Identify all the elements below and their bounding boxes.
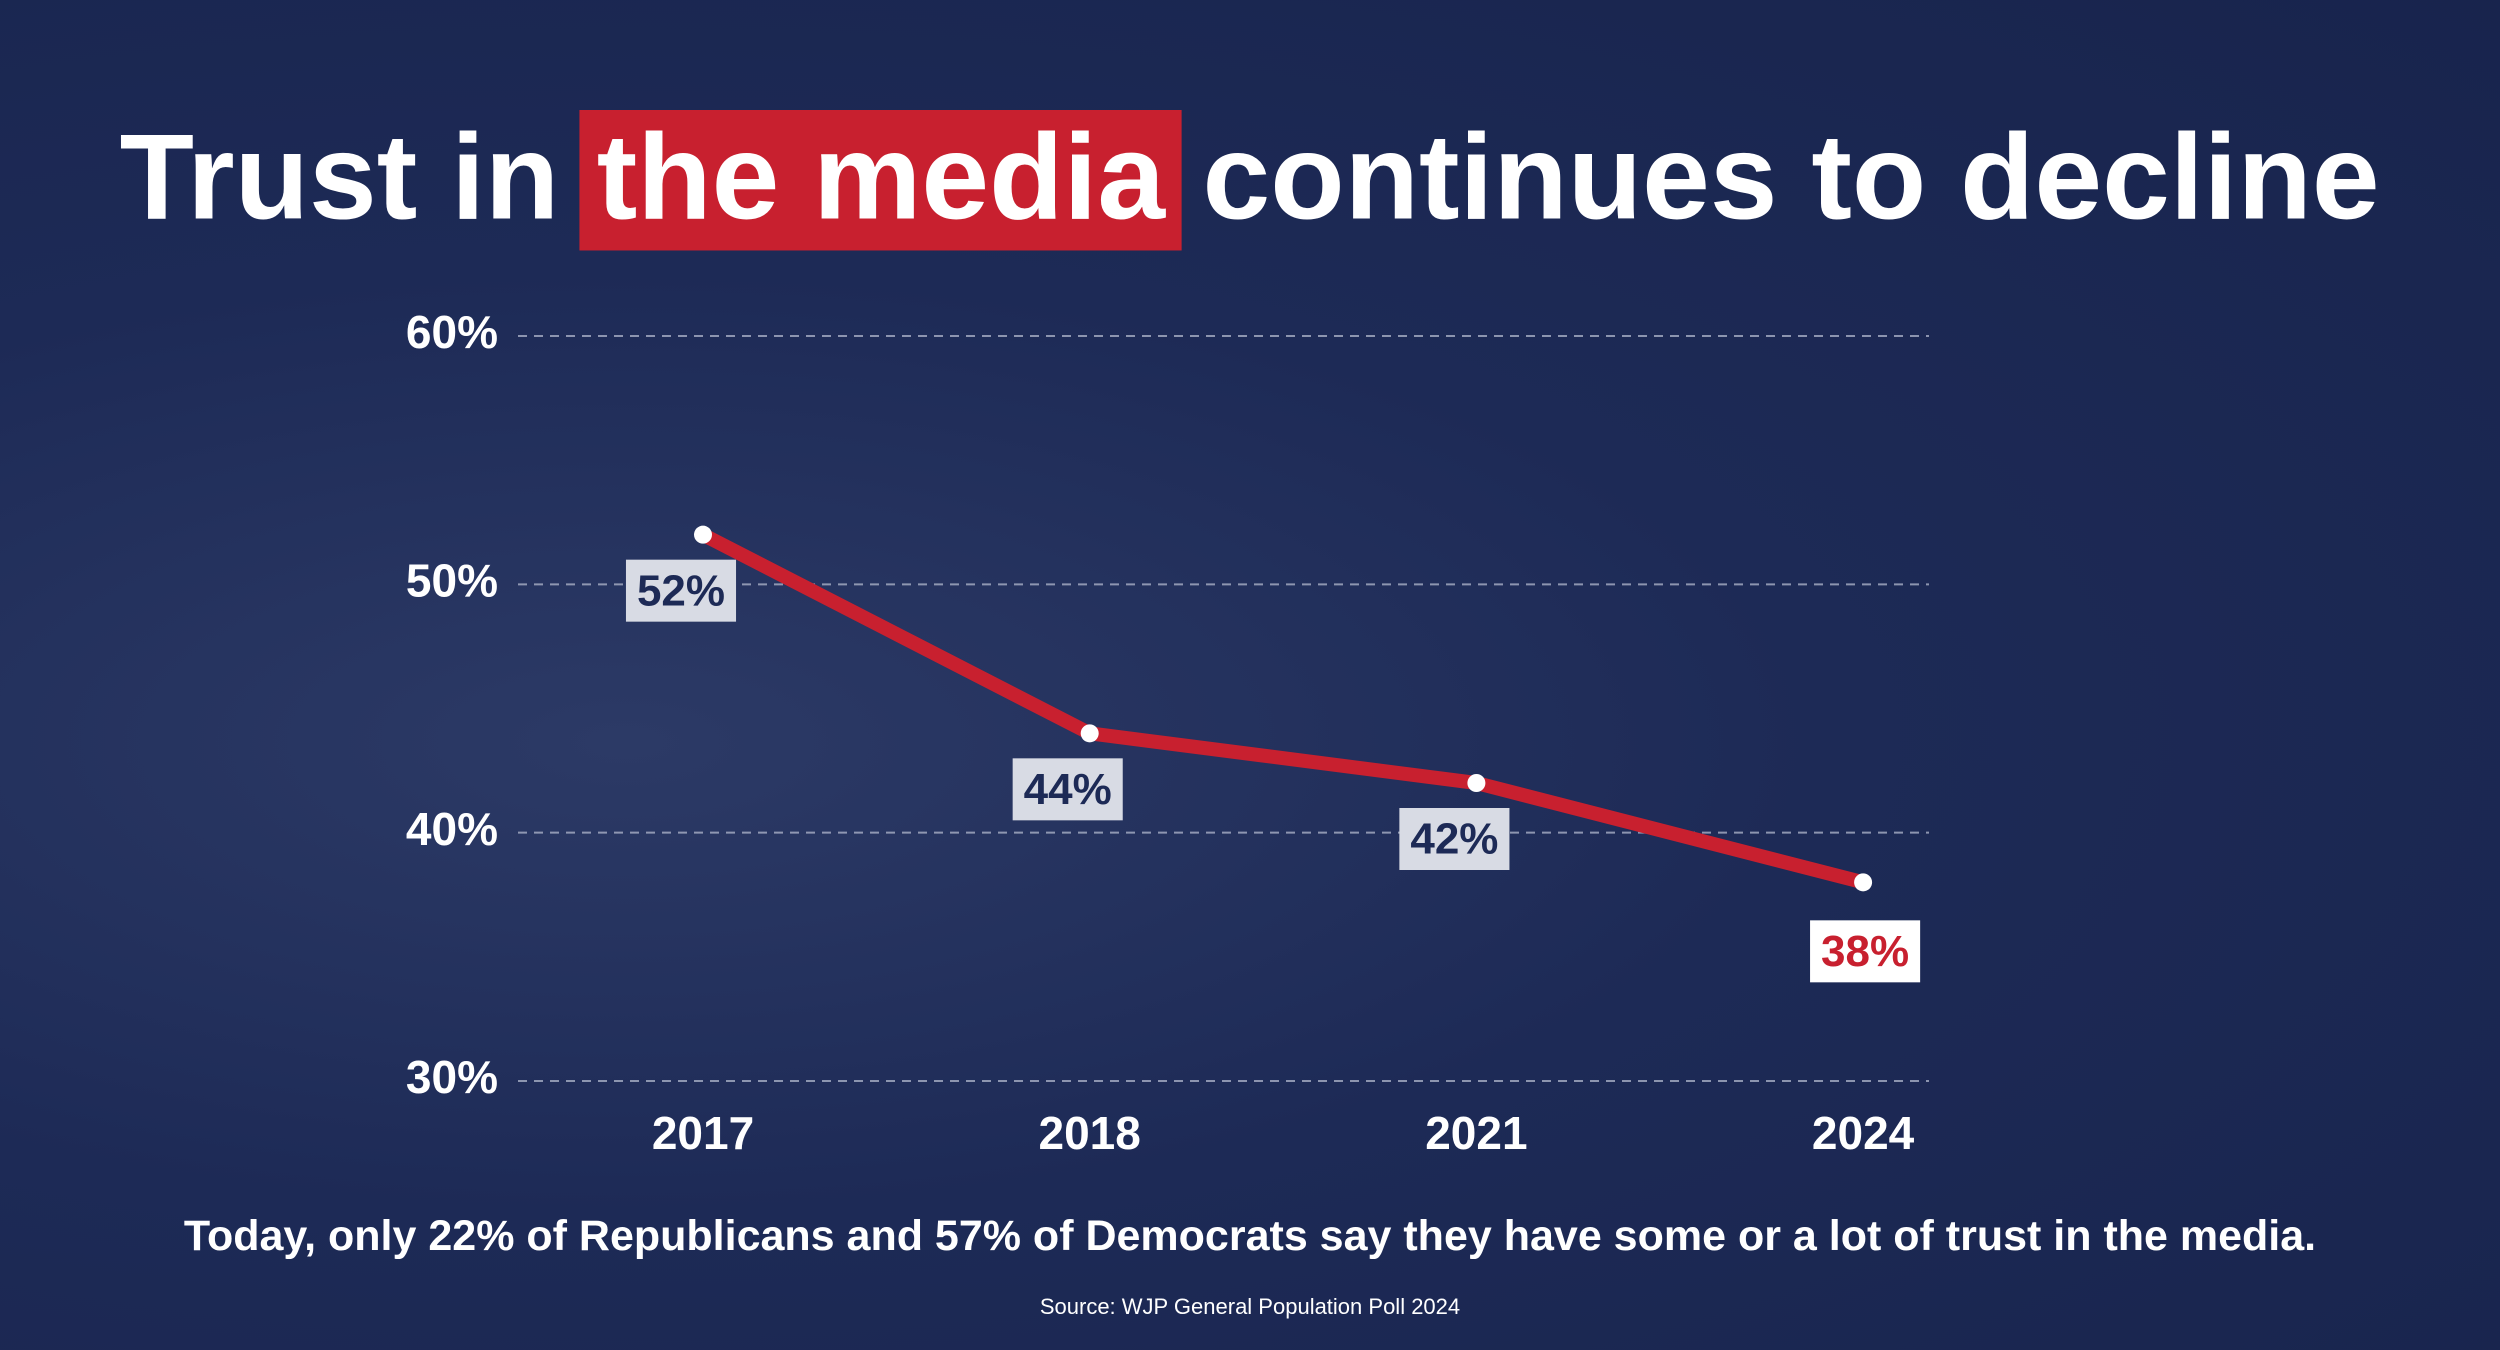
source: Source: WJP General Population Poll 2024 (1039, 1294, 1461, 1319)
value-label: 42% (1399, 808, 1510, 870)
value-label-box (1399, 808, 1510, 870)
y-tick-label: 50% (406, 554, 498, 606)
value-label-text: 42% (1410, 815, 1498, 864)
value-label: 52% (625, 559, 737, 622)
value-label-text: 38% (1821, 927, 1909, 976)
y-tick-label: 30% (406, 1051, 498, 1103)
y-tick-label: 40% (406, 803, 498, 855)
x-tick-label: 2018 (1039, 1107, 1141, 1159)
value-label: 44% (1012, 758, 1123, 821)
title-part: continues to decline (1202, 108, 2380, 245)
value-label-box (1012, 758, 1123, 821)
value-label-text: 52% (637, 566, 725, 615)
x-tick-label: 2021 (1425, 1107, 1527, 1159)
point (1467, 774, 1486, 792)
value-label-text: 44% (1024, 765, 1112, 814)
title-part: Trust in (119, 108, 560, 245)
title: Trust in the media continues to decline (0, 110, 2500, 260)
note: Today, only 22% of Republicans and 57% o… (183, 1212, 2317, 1260)
title-text: Trust in the media continues to decline (119, 108, 2380, 251)
title-highlight: the media (580, 110, 1183, 251)
x-tick-label: 2024 (1812, 1107, 1915, 1159)
y-tick-label: 60% (406, 306, 498, 358)
value-label-box (625, 559, 737, 622)
value-label-box (1810, 920, 1921, 983)
value-label: 38% (1810, 920, 1921, 983)
x-tick-label: 2017 (652, 1107, 754, 1159)
point (1080, 724, 1099, 743)
point (694, 525, 712, 544)
line (699, 528, 1865, 890)
point (1854, 873, 1873, 892)
